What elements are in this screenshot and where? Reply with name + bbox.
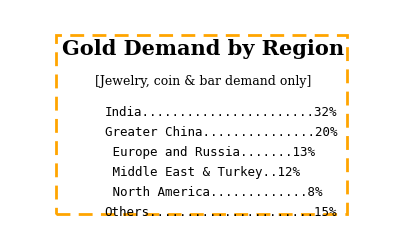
Text: [Jewelry, coin & bar demand only]: [Jewelry, coin & bar demand only] xyxy=(95,75,311,88)
Text: India.......................32%: India.......................32% xyxy=(105,106,337,119)
Text: Middle East & Turkey..12%: Middle East & Turkey..12% xyxy=(105,166,300,179)
Text: Others......................15%: Others......................15% xyxy=(105,206,337,219)
Text: Europe and Russia.......13%: Europe and Russia.......13% xyxy=(105,146,315,159)
Text: Gold Demand by Region: Gold Demand by Region xyxy=(62,39,344,59)
Text: Greater China...............20%: Greater China...............20% xyxy=(105,126,337,139)
Text: North America.............8%: North America.............8% xyxy=(105,185,322,199)
